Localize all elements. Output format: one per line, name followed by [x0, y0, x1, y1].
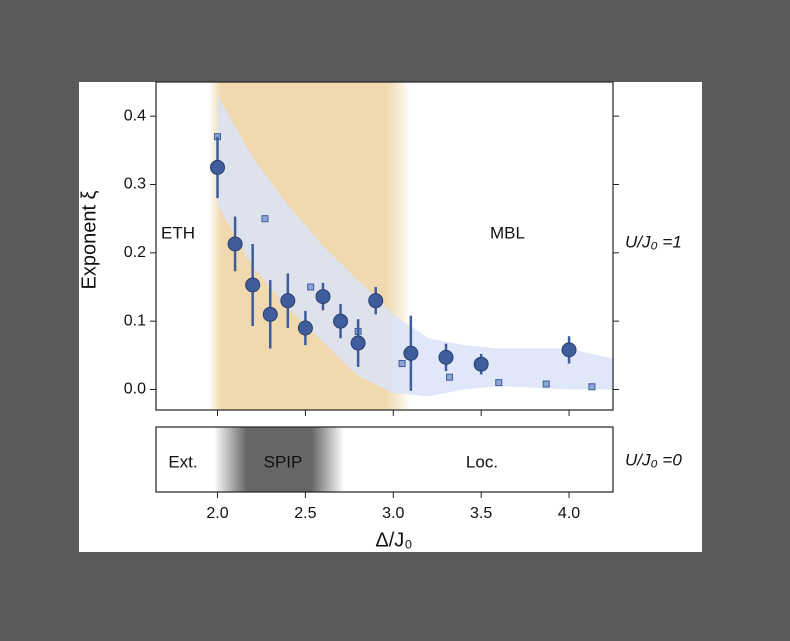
- region-label: Ext.: [168, 452, 197, 471]
- lower-frame: [155, 426, 614, 493]
- x-tick-label: 2.0: [206, 505, 228, 522]
- data-point: [227, 236, 243, 252]
- square-marker: [588, 383, 596, 391]
- y-tick-label: 0.0: [124, 381, 146, 398]
- data-point: [473, 356, 489, 372]
- right-label: U/J₀ =1: [625, 232, 682, 251]
- data-point: [350, 335, 366, 351]
- x-axis-label: Δ/J₀: [375, 529, 412, 551]
- data-point: [210, 159, 226, 175]
- lower-shaded-region: [214, 427, 345, 492]
- plot-frame: [155, 81, 614, 411]
- data-point: [280, 293, 296, 309]
- square-marker: [495, 379, 503, 387]
- data-point: [438, 349, 454, 365]
- y-tick-label: 0.1: [124, 312, 146, 329]
- x-tick-label: 3.0: [382, 505, 404, 522]
- x-tick-label: 2.5: [294, 505, 316, 522]
- square-marker: [307, 283, 315, 291]
- region-label: SPIP: [264, 452, 303, 471]
- y-tick-label: 0.3: [124, 176, 146, 193]
- data-point: [403, 345, 419, 361]
- square-marker: [398, 360, 406, 368]
- square-marker: [542, 380, 550, 388]
- region-label: Loc.: [466, 452, 498, 471]
- band: [217, 95, 613, 397]
- y-tick-label: 0.2: [124, 244, 146, 261]
- data-point: [297, 320, 313, 336]
- data-point: [333, 313, 349, 329]
- y-axis-label: Exponent ξ: [78, 190, 100, 289]
- plot: 0.0 0.1 0.2 0.3 0.4 2.0 2.5 3.0 3.5 4.0 Ext. SPIP Lo…: [124, 81, 619, 522]
- data-point: [245, 277, 261, 293]
- x-tick-label: 4.0: [558, 505, 580, 522]
- data-point: [368, 293, 384, 309]
- x-tick-label: 3.5: [470, 505, 492, 522]
- annotation: ETH: [161, 223, 195, 242]
- data-point: [561, 342, 577, 358]
- square-marker: [261, 215, 269, 223]
- y-tick-label: 0.4: [124, 107, 146, 124]
- data-point: [315, 289, 331, 305]
- data-point: [262, 306, 278, 322]
- right-label: U/J₀ =0: [625, 450, 682, 469]
- square-marker: [446, 373, 454, 381]
- annotation: MBL: [490, 223, 525, 242]
